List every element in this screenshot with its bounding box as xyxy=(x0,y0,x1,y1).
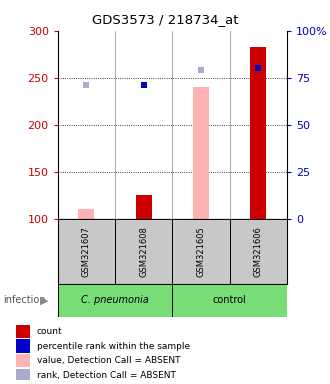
Bar xyxy=(172,284,287,317)
Bar xyxy=(58,219,115,284)
Point xyxy=(141,82,147,88)
Text: percentile rank within the sample: percentile rank within the sample xyxy=(37,341,190,351)
Bar xyxy=(172,219,230,284)
Text: GSM321606: GSM321606 xyxy=(254,226,263,277)
Bar xyxy=(16,369,30,382)
Text: GSM321607: GSM321607 xyxy=(82,226,91,277)
Text: count: count xyxy=(37,327,62,336)
Bar xyxy=(16,325,30,338)
Point xyxy=(198,67,204,73)
Text: value, Detection Call = ABSENT: value, Detection Call = ABSENT xyxy=(37,356,180,365)
Text: rank, Detection Call = ABSENT: rank, Detection Call = ABSENT xyxy=(37,371,176,380)
Bar xyxy=(16,339,30,353)
Text: GSM321608: GSM321608 xyxy=(139,226,148,277)
Bar xyxy=(136,195,152,219)
Point xyxy=(256,65,261,71)
Bar xyxy=(193,87,209,219)
Text: GSM321605: GSM321605 xyxy=(197,226,206,277)
Bar xyxy=(16,354,30,367)
Bar xyxy=(250,47,266,219)
Bar xyxy=(230,219,287,284)
Text: ▶: ▶ xyxy=(40,295,49,306)
Bar xyxy=(79,210,94,219)
Text: GDS3573 / 218734_at: GDS3573 / 218734_at xyxy=(92,13,238,26)
Bar xyxy=(58,284,173,317)
Point xyxy=(84,82,89,88)
Text: infection: infection xyxy=(3,295,46,306)
Bar xyxy=(115,219,173,284)
Text: control: control xyxy=(213,295,247,306)
Text: C. pneumonia: C. pneumonia xyxy=(81,295,149,306)
